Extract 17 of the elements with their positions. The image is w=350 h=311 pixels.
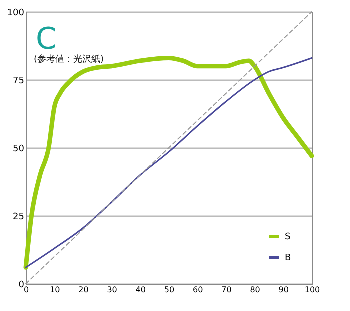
y-tick-label: 75	[13, 76, 24, 86]
x-tick-label: 100	[304, 286, 320, 294]
x-tick-label: 10	[50, 286, 60, 294]
annotation: (参考値：光沢紙)	[34, 54, 104, 65]
x-tick-label: 30	[107, 286, 118, 294]
x-tick-label: 50	[164, 286, 175, 294]
x-tick-label: 80	[250, 286, 260, 294]
x-tick-label: 60	[193, 286, 204, 294]
x-tick-label: 40	[136, 286, 146, 294]
legend-label: B	[285, 254, 292, 264]
y-tick-label: 100	[7, 8, 25, 18]
y-tick-label: 50	[13, 144, 25, 154]
y-tick-label: 25	[13, 212, 24, 222]
x-tick-label: 70	[222, 286, 232, 294]
x-tick-label: 20	[78, 286, 89, 294]
x-tick-label: 90	[278, 286, 289, 294]
legend-label: S	[285, 232, 291, 242]
